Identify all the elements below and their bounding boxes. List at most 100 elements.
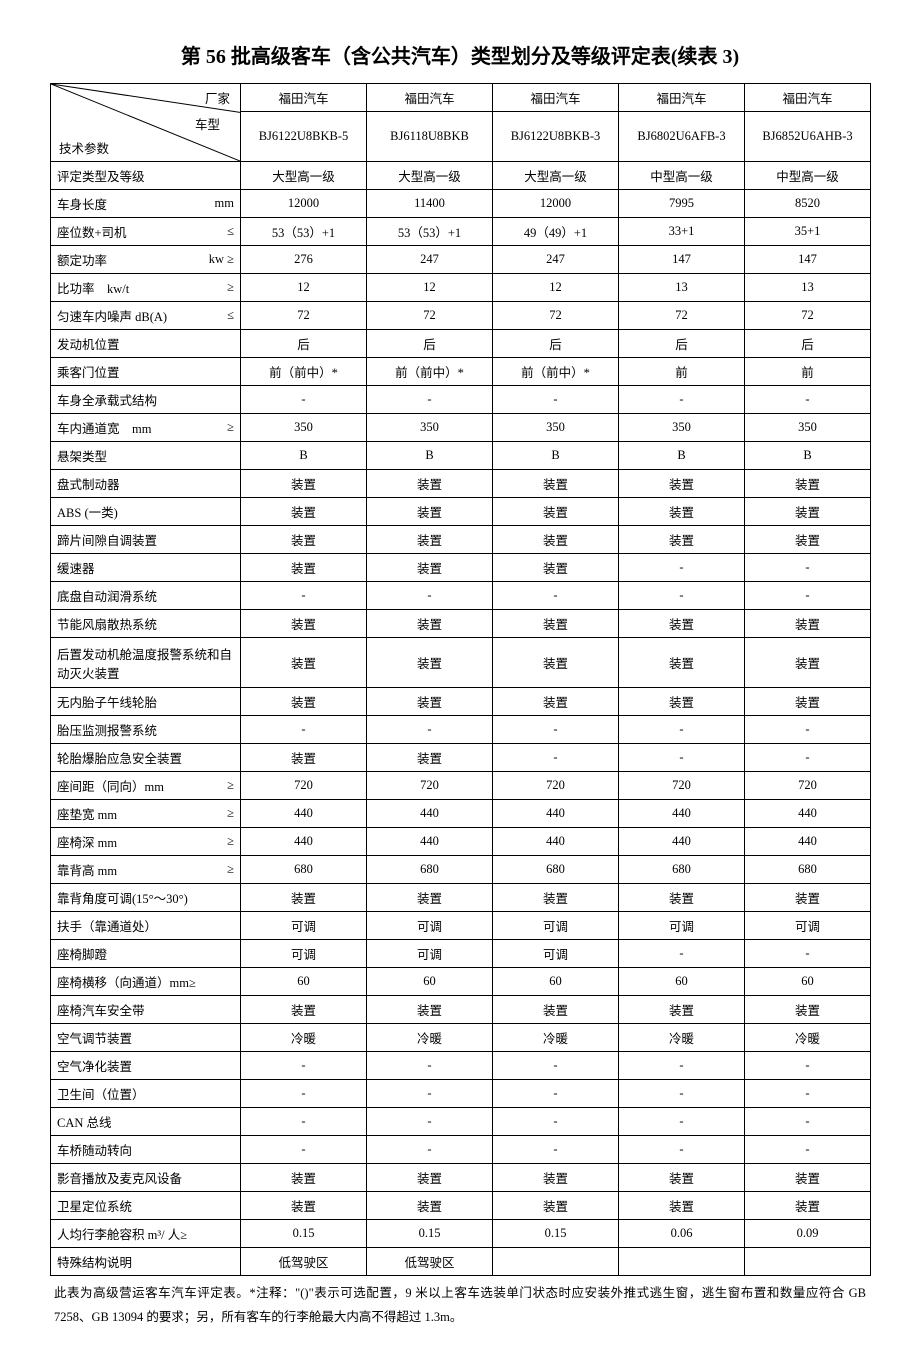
- data-cell: 装置: [493, 526, 619, 554]
- data-cell: 720: [367, 772, 493, 800]
- data-cell: -: [241, 1052, 367, 1080]
- data-cell: 53（53）+1: [367, 218, 493, 246]
- manufacturer-cell: 福田汽车: [745, 84, 871, 112]
- data-cell: 装置: [241, 470, 367, 498]
- table-row: 节能风扇散热系统装置装置装置装置装置: [51, 610, 871, 638]
- data-cell: 72: [745, 302, 871, 330]
- param-unit-text: mm: [215, 196, 234, 211]
- param-label-text: 座间距（同向）mm: [57, 776, 164, 795]
- param-label-cell: 空气调节装置: [51, 1024, 241, 1052]
- param-label-cell: 胎压监测报警系统: [51, 716, 241, 744]
- table-row: 蹄片间隙自调装置装置装置装置装置装置: [51, 526, 871, 554]
- param-label-cell: 悬架类型: [51, 442, 241, 470]
- diag-label-top: 厂家: [205, 88, 230, 107]
- data-cell: 装置: [493, 1164, 619, 1192]
- param-label-cell: 轮胎爆胎应急安全装置: [51, 744, 241, 772]
- data-cell: B: [745, 442, 871, 470]
- table-row: 后置发动机舱温度报警系统和自动灭火装置装置装置装置装置装置: [51, 638, 871, 688]
- param-label-text: 匀速车内噪声 dB(A): [57, 306, 167, 325]
- data-cell: 装置: [241, 610, 367, 638]
- data-cell: 前: [745, 358, 871, 386]
- data-cell: 53（53）+1: [241, 218, 367, 246]
- data-cell: 装置: [745, 688, 871, 716]
- data-cell: 中型高一级: [619, 162, 745, 190]
- data-cell: 装置: [745, 526, 871, 554]
- data-cell: 35+1: [745, 218, 871, 246]
- data-cell: -: [493, 1080, 619, 1108]
- data-cell: 12000: [241, 190, 367, 218]
- data-cell: 前（前中）*: [493, 358, 619, 386]
- param-label-cell: 座椅汽车安全带: [51, 996, 241, 1024]
- data-cell: [619, 1248, 745, 1276]
- data-cell: -: [619, 582, 745, 610]
- data-cell: 可调: [241, 912, 367, 940]
- data-cell: 装置: [367, 688, 493, 716]
- data-cell: 装置: [619, 470, 745, 498]
- data-cell: 680: [493, 856, 619, 884]
- param-unit-text: ≤: [227, 224, 234, 239]
- data-cell: -: [619, 1108, 745, 1136]
- table-row: ABS (一类)装置装置装置装置装置: [51, 498, 871, 526]
- data-cell: -: [493, 716, 619, 744]
- data-cell: 680: [745, 856, 871, 884]
- data-cell: 装置: [367, 744, 493, 772]
- data-cell: 后: [493, 330, 619, 358]
- data-cell: 可调: [745, 912, 871, 940]
- data-cell: -: [241, 1136, 367, 1164]
- data-cell: 247: [367, 246, 493, 274]
- table-row: 靠背角度可调(15°～30°)装置装置装置装置装置: [51, 884, 871, 912]
- data-cell: 装置: [367, 554, 493, 582]
- table-row: 额定功率kw ≥276247247147147: [51, 246, 871, 274]
- data-cell: 350: [619, 414, 745, 442]
- data-cell: 冷暖: [241, 1024, 367, 1052]
- data-cell: 440: [493, 800, 619, 828]
- param-label-cell: 节能风扇散热系统: [51, 610, 241, 638]
- table-row: 车身长度mm12000114001200079958520: [51, 190, 871, 218]
- table-row: 悬架类型BBBBB: [51, 442, 871, 470]
- data-cell: 0.06: [619, 1220, 745, 1248]
- table-row: 座椅脚蹬可调可调可调--: [51, 940, 871, 968]
- table-row: 乘客门位置前（前中）*前（前中）*前（前中）*前前: [51, 358, 871, 386]
- data-cell: 72: [241, 302, 367, 330]
- param-label-cell: 靠背角度可调(15°～30°): [51, 884, 241, 912]
- data-cell: 247: [493, 246, 619, 274]
- param-label-cell: 车身长度mm: [51, 190, 241, 218]
- data-cell: 680: [367, 856, 493, 884]
- param-label-cell: 额定功率kw ≥: [51, 246, 241, 274]
- param-label-cell: 车身全承载式结构: [51, 386, 241, 414]
- data-cell: 装置: [619, 610, 745, 638]
- data-cell: [493, 1248, 619, 1276]
- data-cell: 13: [619, 274, 745, 302]
- diagonal-header-cell: 厂家车型技术参数: [51, 84, 241, 162]
- param-unit-text: kw ≥: [209, 252, 234, 267]
- param-label-text: 比功率 kw/t: [57, 278, 129, 297]
- table-row: 盘式制动器装置装置装置装置装置: [51, 470, 871, 498]
- data-cell: -: [493, 1108, 619, 1136]
- data-cell: 装置: [367, 1192, 493, 1220]
- table-row: 缓速器装置装置装置--: [51, 554, 871, 582]
- table-row: CAN 总线-----: [51, 1108, 871, 1136]
- data-cell: 60: [745, 968, 871, 996]
- param-label-cell: 座间距（同向）mm≥: [51, 772, 241, 800]
- data-cell: 350: [745, 414, 871, 442]
- data-cell: 装置: [493, 470, 619, 498]
- table-row: 座垫宽 mm≥440440440440440: [51, 800, 871, 828]
- table-row: 座位数+司机≤53（53）+153（53）+149（49）+133+135+1: [51, 218, 871, 246]
- data-cell: 装置: [745, 470, 871, 498]
- param-label-cell: 匀速车内噪声 dB(A)≤: [51, 302, 241, 330]
- param-label-cell: 无内胎子午线轮胎: [51, 688, 241, 716]
- param-label-cell: CAN 总线: [51, 1108, 241, 1136]
- param-label-text: 座椅深 mm: [57, 832, 117, 851]
- data-cell: -: [619, 1052, 745, 1080]
- data-cell: 装置: [745, 1164, 871, 1192]
- data-cell: B: [493, 442, 619, 470]
- table-row: 座间距（同向）mm≥720720720720720: [51, 772, 871, 800]
- data-cell: -: [745, 1136, 871, 1164]
- data-cell: 147: [745, 246, 871, 274]
- data-cell: B: [367, 442, 493, 470]
- data-cell: B: [619, 442, 745, 470]
- table-row: 卫生间（位置）-----: [51, 1080, 871, 1108]
- table-row: 底盘自动润滑系统-----: [51, 582, 871, 610]
- data-cell: 可调: [241, 940, 367, 968]
- data-cell: -: [493, 1052, 619, 1080]
